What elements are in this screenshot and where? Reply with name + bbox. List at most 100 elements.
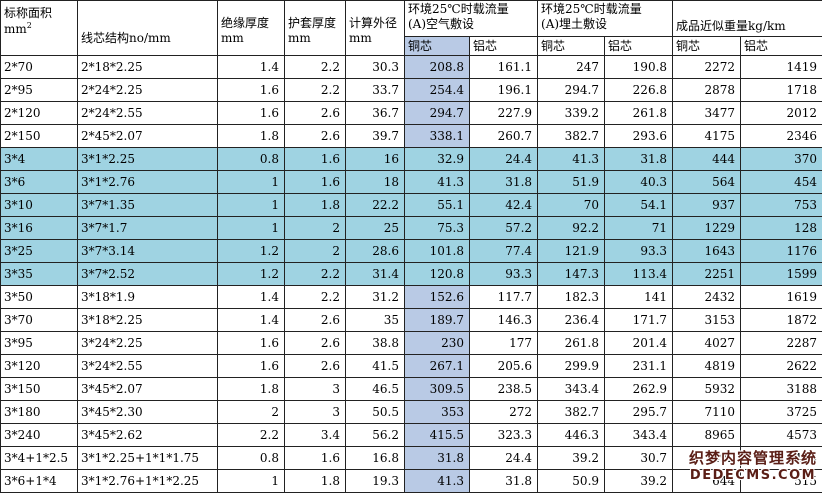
cell-buried-al: 39.2: [604, 469, 674, 493]
cell-sheath: 2.6: [284, 101, 346, 125]
cell-air-cu: 208.8: [404, 55, 470, 79]
header-insulation-thickness: 绝缘厚度 mm: [217, 0, 285, 56]
cell-structure: 2*18*2.25: [77, 55, 218, 79]
cell-insulation: 1.4: [217, 55, 285, 79]
cell-air-al: 31.8: [468, 469, 539, 493]
cell-air-cu: 75.3: [404, 216, 470, 240]
cell-weight-cu: 7110: [672, 400, 742, 424]
cell-area: 3*4: [0, 147, 78, 171]
cell-sheath: 2.2: [284, 285, 346, 309]
cell-weight-al: 753: [740, 193, 822, 217]
cell-insulation: 1.8: [217, 124, 285, 148]
table-row: 3*10 3*7*1.35 1 1.8 22.2 55.1 42.4 70 54.1 937 753: [0, 193, 822, 217]
cell-buried-al: 295.7: [604, 400, 674, 424]
cell-area: 3*6+1*4: [0, 469, 78, 493]
cell-sheath: 1.6: [284, 147, 346, 171]
cell-insulation: 1.6: [217, 331, 285, 355]
cell-buried-al: 262.9: [604, 377, 674, 401]
cell-sheath: 2.2: [284, 55, 346, 79]
subheader-weight-aluminum: 铝芯: [740, 36, 822, 56]
cell-air-cu: 120.8: [404, 262, 470, 286]
cell-air-cu: 309.5: [404, 377, 470, 401]
cell-buried-cu: 147.3: [537, 262, 606, 286]
table-row: 2*70 2*18*2.25 1.4 2.2 30.3 208.8 161.1 247 190.…: [0, 55, 822, 79]
cell-buried-cu: 236.4: [537, 308, 606, 332]
cell-buried-al: 71: [604, 216, 674, 240]
table-row: 3*70 3*18*2.25 1.4 2.6 35 189.7 146.3 236.4 171.…: [0, 308, 822, 332]
cell-diameter: 28.6: [345, 239, 405, 263]
cell-air-al: 161.1: [468, 55, 539, 79]
cell-insulation: 1: [217, 170, 285, 194]
cell-structure: 3*24*2.25: [77, 331, 218, 355]
cell-sheath: 2.2: [284, 78, 346, 102]
header-core-structure: 线芯结构no/mm: [77, 0, 218, 56]
table-row: 3*35 3*7*2.52 1.2 2.2 31.4 120.8 93.3 147.3 113.…: [0, 262, 822, 286]
cell-area: 3*150: [0, 377, 78, 401]
cell-area: 3*180: [0, 400, 78, 424]
cell-buried-cu: 182.3: [537, 285, 606, 309]
cell-weight-al: 515: [740, 469, 822, 493]
cell-air-cu: 189.7: [404, 308, 470, 332]
cell-sheath: 1.8: [284, 193, 346, 217]
cell-air-al: 146.3: [468, 308, 539, 332]
table-row: 3*4+1*2.5 3*1*2.25+1*1*1.75 0.8 1.6 16.8 31.8…: [0, 446, 822, 470]
watermark: 织梦内容管理系统 DEDECMS.COM: [689, 447, 817, 483]
cell-buried-al: 226.8: [604, 78, 674, 102]
cell-structure: 3*18*1.9: [77, 285, 218, 309]
cell-diameter: 31.2: [345, 285, 405, 309]
cell-insulation: 1: [217, 469, 285, 493]
subheader-buried-copper: 铜芯: [537, 36, 606, 56]
cell-structure: 3*45*2.30: [77, 400, 218, 424]
cell-weight-cu: 2878: [672, 78, 742, 102]
cell-structure: 2*24*2.55: [77, 101, 218, 125]
cell-air-cu: 230: [404, 331, 470, 355]
cell-weight-cu: 564: [672, 170, 742, 194]
cell-air-al: 227.9: [468, 101, 539, 125]
cell-weight-cu: 5932: [672, 377, 742, 401]
cell-air-al: 238.5: [468, 377, 539, 401]
cell-air-al: 323.3: [468, 423, 539, 447]
table-row: 2*95 2*24*2.25 1.6 2.2 33.7 254.4 196.1 294.7 22…: [0, 78, 822, 102]
cell-sheath: 3.4: [284, 423, 346, 447]
table-row: 3*180 3*45*2.30 2 3 50.5 353 272 382.7 295.7 7110…: [0, 400, 822, 424]
cell-insulation: 1: [217, 216, 285, 240]
cell-buried-cu: 343.4: [537, 377, 606, 401]
cell-area: 3*50: [0, 285, 78, 309]
cell-insulation: 1.8: [217, 377, 285, 401]
cell-buried-cu: 299.9: [537, 354, 606, 378]
cell-buried-al: 201.4: [604, 331, 674, 355]
cell-diameter: 30.3: [345, 55, 405, 79]
cell-buried-al: 40.3: [604, 170, 674, 194]
cell-diameter: 25: [345, 216, 405, 240]
cell-buried-cu: 339.2: [537, 101, 606, 125]
cell-area: 3*25: [0, 239, 78, 263]
cell-buried-cu: 50.9: [537, 469, 606, 493]
cell-weight-al: 3188: [740, 377, 822, 401]
subheader-weight-copper: 铜芯: [672, 36, 742, 56]
header-calculated-diameter: 计算外径 mm: [345, 0, 405, 56]
cell-diameter: 35: [345, 308, 405, 332]
table-body: 2*70 2*18*2.25 1.4 2.2 30.3 208.8 161.1 247 190.…: [0, 55, 822, 493]
cell-buried-al: 31.8: [604, 147, 674, 171]
cell-weight-cu: 937: [672, 193, 742, 217]
cell-buried-cu: 41.3: [537, 147, 606, 171]
cell-sheath: 2.6: [284, 331, 346, 355]
cell-buried-cu: 382.7: [537, 124, 606, 148]
table-row: 3*50 3*18*1.9 1.4 2.2 31.2 152.6 117.7 182.3 141…: [0, 285, 822, 309]
watermark-site-text: DEDECMS.COM: [689, 468, 817, 483]
cell-weight-al: 370: [740, 147, 822, 171]
table-row: 3*95 3*24*2.25 1.6 2.6 38.8 230 177 261.8 201.4 4…: [0, 331, 822, 355]
cell-buried-cu: 247: [537, 55, 606, 79]
cell-sheath: 2.6: [284, 308, 346, 332]
cell-area: 3*10: [0, 193, 78, 217]
cell-air-al: 196.1: [468, 78, 539, 102]
cell-air-al: 31.8: [468, 170, 539, 194]
cell-structure: 3*7*1.7: [77, 216, 218, 240]
cell-insulation: 1.4: [217, 285, 285, 309]
cell-weight-al: 1419: [740, 55, 822, 79]
cell-insulation: 1.6: [217, 78, 285, 102]
cell-sheath: 2.6: [284, 124, 346, 148]
cell-air-cu: 254.4: [404, 78, 470, 102]
cell-air-cu: 415.5: [404, 423, 470, 447]
